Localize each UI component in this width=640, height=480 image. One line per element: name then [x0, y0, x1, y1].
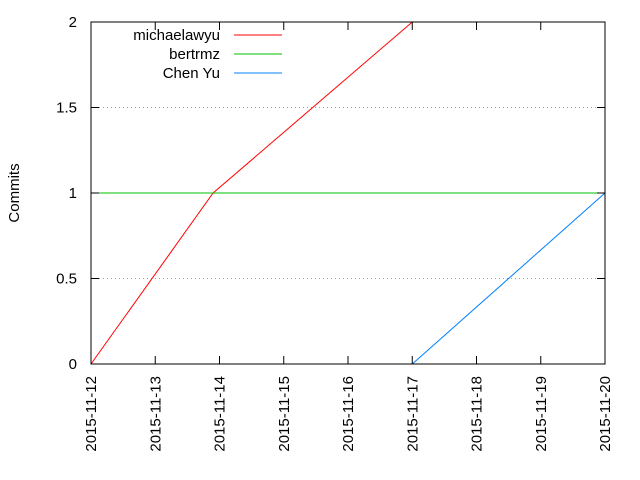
y-tick-label: 1 [69, 185, 77, 202]
legend-entry-label: michaelawyu [133, 27, 220, 44]
x-tick-label: 2015-11-19 [533, 376, 550, 452]
x-tick-label: 2015-11-15 [276, 376, 293, 452]
y-axis-label: Commits [6, 163, 23, 222]
x-tick-label: 2015-11-12 [83, 376, 100, 452]
x-tick-label: 2015-11-13 [147, 376, 164, 452]
x-tick-label: 2015-11-16 [340, 376, 357, 452]
legend-entry-label: Chen Yu [163, 65, 220, 82]
x-tick-label: 2015-11-14 [212, 376, 229, 452]
y-tick-layer: 0 0.5 1 1.5 2 [56, 14, 605, 373]
legend: michaelawyu bertrmz Chen Yu [133, 27, 282, 82]
x-tick-label: 2015-11-18 [469, 376, 486, 452]
legend-entry-label: bertrmz [169, 46, 220, 63]
y-tick-label: 0 [69, 356, 77, 373]
series-line-chen-yu [411, 192, 606, 365]
y-tick-label: 1.5 [56, 100, 77, 117]
y-tick-label: 0.5 [56, 271, 77, 288]
x-tick-layer: 2015-11-12 2015-11-13 2015-11-14 2015-11-15… [83, 22, 614, 452]
x-tick-label: 2015-11-17 [404, 376, 421, 452]
y-tick-label: 2 [69, 14, 77, 31]
series-layer [90, 21, 606, 365]
x-tick-label: 2015-11-20 [597, 376, 614, 452]
